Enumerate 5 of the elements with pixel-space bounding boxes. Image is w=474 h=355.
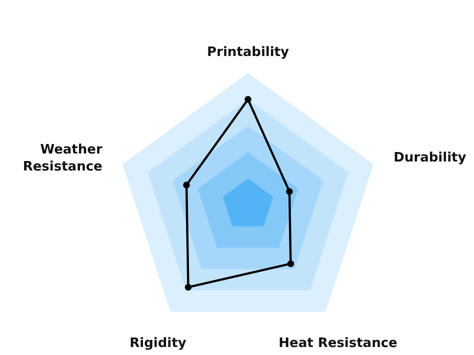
spoke-label: Printability: [207, 44, 290, 60]
spoke-label: Rigidity: [130, 336, 187, 351]
spoke-label: Durability: [394, 150, 467, 166]
spoke-label: Weather Resistance: [22, 142, 103, 175]
spoke-label: Heat Resistance: [278, 336, 398, 351]
